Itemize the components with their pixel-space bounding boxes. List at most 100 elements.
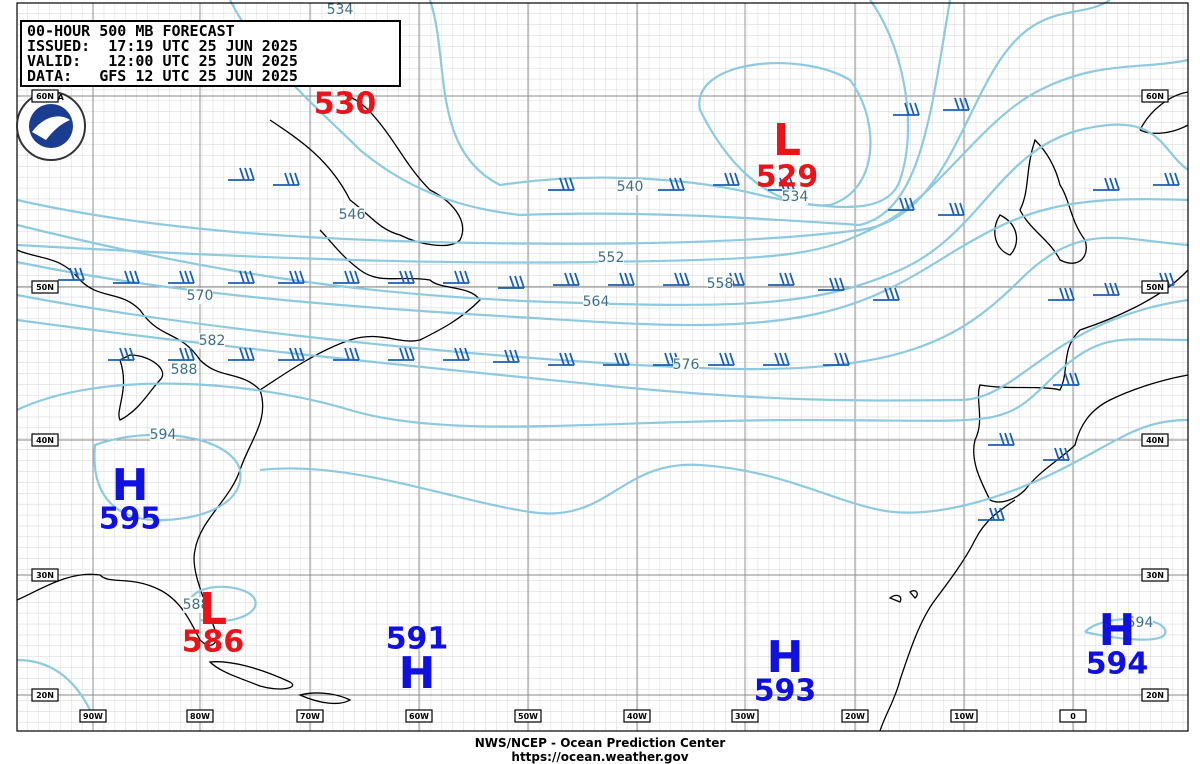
height-contours	[16, 0, 1189, 711]
center-letter: L	[773, 115, 801, 166]
wind-barb	[168, 270, 195, 284]
center-value: 594	[1086, 647, 1149, 682]
lat-label-box	[1141, 568, 1169, 582]
lon-label-box	[950, 709, 978, 723]
wind-barb	[113, 270, 140, 284]
contour-label-bg	[707, 276, 733, 292]
contour-label: 534	[327, 2, 354, 18]
lon-label: 10W	[954, 712, 974, 721]
wind-barb	[818, 277, 845, 291]
lat-label-box	[31, 568, 59, 582]
wind-barb	[168, 347, 195, 361]
center-value: 530	[314, 87, 377, 122]
contour-label-bg	[199, 333, 225, 349]
contour-label-bg	[327, 2, 353, 18]
lat-label-box	[31, 688, 59, 702]
lon-label-box	[1059, 709, 1087, 723]
lat-label: 50N	[1146, 283, 1164, 292]
map-frame	[16, 2, 1189, 732]
lat-label-box	[31, 280, 59, 294]
wind-barb	[333, 270, 360, 284]
center-letter: H	[112, 460, 149, 511]
lon-label-box	[623, 709, 651, 723]
wind-barb	[548, 177, 575, 191]
contour-label: 540	[617, 179, 644, 195]
wind-barb	[768, 177, 795, 191]
wind-barb	[893, 102, 920, 116]
wind-barb	[978, 507, 1005, 521]
wind-barb	[388, 347, 415, 361]
contour-label: 594	[150, 427, 177, 443]
lon-label: 30W	[735, 712, 755, 721]
lat-label: 40N	[1146, 436, 1164, 445]
center-letter: H	[399, 648, 436, 699]
lon-label: 60W	[409, 712, 429, 721]
noaa-logo: NOAA	[16, 91, 86, 161]
center-letter: H	[1099, 605, 1136, 656]
lat-label: 30N	[36, 571, 54, 580]
wind-barb	[108, 347, 135, 361]
wind-barb	[333, 347, 360, 361]
wind-barb	[58, 267, 85, 281]
wind-barb	[713, 172, 740, 186]
wind-barb	[1043, 447, 1070, 461]
wind-barb	[553, 272, 580, 286]
wind-barb	[873, 287, 900, 301]
contour-labels: 5345405465525585645705765825885945345945…	[150, 2, 1153, 631]
contour-label-bg	[617, 179, 643, 195]
contour-label: 558	[707, 276, 734, 292]
wind-barb	[443, 347, 470, 361]
contour-label-bg	[187, 288, 213, 304]
center-value: 593	[754, 674, 817, 709]
lat-label: 60N	[36, 92, 54, 101]
contour-label-bg	[598, 250, 624, 266]
contour-label-bg	[1127, 615, 1153, 631]
lat-label: 40N	[36, 436, 54, 445]
lat-label-box	[31, 89, 59, 103]
lon-label: 40W	[627, 712, 647, 721]
contour-label: 534	[782, 189, 809, 205]
wind-barb	[938, 202, 965, 216]
contour-label: 576	[673, 357, 700, 373]
wind-barb	[493, 349, 520, 363]
header-line: ISSUED: 17:19 UTC 25 JUN 2025	[27, 37, 298, 55]
lon-label-box	[296, 709, 324, 723]
wind-barb	[823, 352, 850, 366]
wind-barb	[228, 347, 255, 361]
wind-barb	[763, 352, 790, 366]
wind-barb	[1153, 172, 1180, 186]
contour-label-bg	[583, 294, 609, 310]
wind-barb	[278, 347, 305, 361]
lon-label: 90W	[83, 712, 103, 721]
lon-label-box	[186, 709, 214, 723]
center-value: 595	[99, 502, 162, 537]
lon-label: 20W	[845, 712, 865, 721]
logo-bird	[32, 116, 70, 140]
contour-label: 546	[339, 207, 366, 223]
wind-barb	[278, 270, 305, 284]
wind-barb	[768, 272, 795, 286]
wind-barb	[273, 172, 300, 186]
footer-title: NWS/NCEP - Ocean Prediction Center	[475, 736, 726, 750]
header-line: 00-HOUR 500 MB FORECAST	[27, 22, 235, 40]
wind-barb	[988, 432, 1015, 446]
wind-barb	[1048, 287, 1075, 301]
lon-label: 0	[1070, 712, 1076, 721]
contour-label-bg	[339, 207, 365, 223]
wind-barb	[1093, 282, 1120, 296]
contour-label-bg	[150, 427, 176, 443]
center-value: 591	[386, 622, 449, 657]
wind-barb	[228, 270, 255, 284]
contour-label: 588	[183, 597, 210, 613]
contour-label: 588	[171, 362, 198, 378]
header-background	[20, 20, 401, 87]
lat-label-box	[31, 433, 59, 447]
lon-label-box	[79, 709, 107, 723]
wind-barb	[943, 97, 970, 111]
coastlines	[16, 91, 1189, 732]
contour-label: 552	[598, 250, 625, 266]
wind-barb	[388, 270, 415, 284]
contour-label-bg	[183, 597, 209, 613]
contour-label-bg	[171, 362, 197, 378]
